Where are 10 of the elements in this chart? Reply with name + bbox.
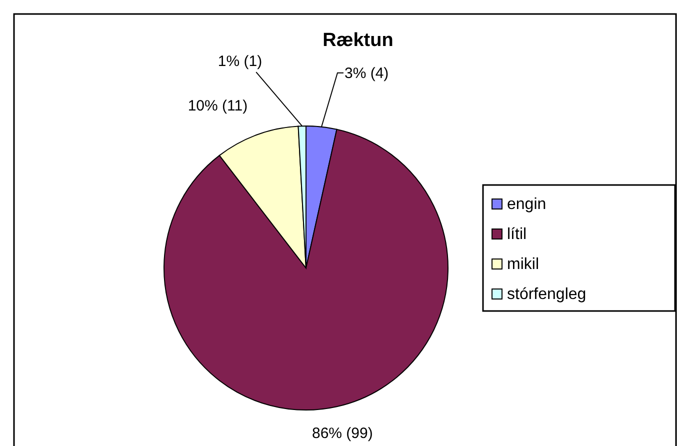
data-label: 3% (4): [344, 64, 389, 82]
data-label: 1% (1): [218, 53, 262, 70]
legend-label: mikil: [507, 256, 539, 273]
chart-title: Ræktun: [322, 30, 394, 51]
data-label: 10% (11): [188, 97, 248, 114]
pie-slice: [164, 128, 448, 410]
data-label: 86% (99): [312, 425, 373, 442]
legend-label: stórfengleg: [507, 286, 586, 303]
legend-label: lítil: [507, 226, 527, 243]
legend-label: engin: [507, 196, 546, 213]
